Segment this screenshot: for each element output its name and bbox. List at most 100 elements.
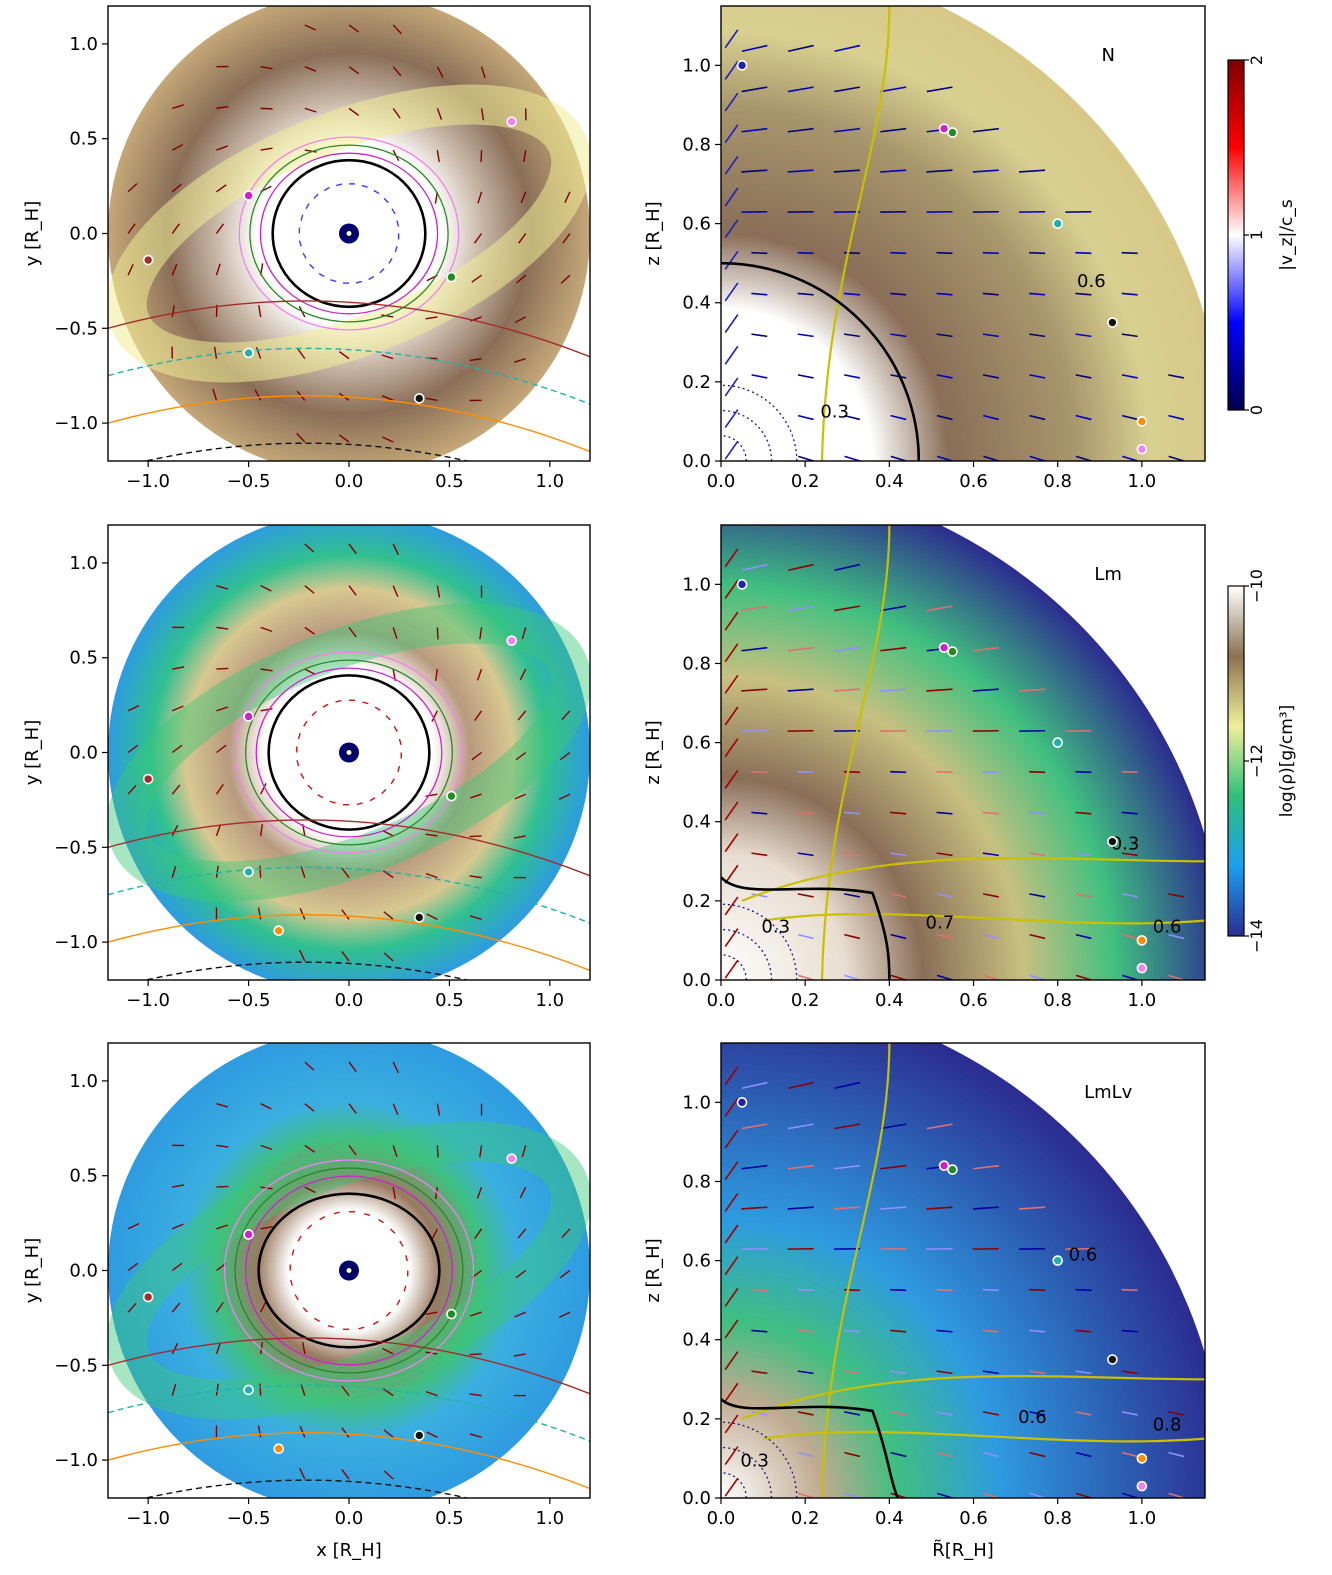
velocity-arrow [833, 127, 860, 133]
velocity-arrow [1029, 852, 1046, 857]
y-tick-label: 0.5 [69, 648, 98, 669]
velocity-arrow [127, 1262, 139, 1272]
velocity-arrow [215, 1301, 224, 1313]
polar-arrow [724, 643, 739, 663]
polar-arrow [724, 959, 739, 979]
velocity-arrow [797, 333, 814, 338]
velocity-arrow [348, 1144, 357, 1156]
velocity-arrow [972, 646, 999, 652]
velocity-arrow [1029, 1370, 1046, 1375]
velocity-arrow [844, 1411, 861, 1416]
orbit-streamline [143, 961, 470, 980]
velocity-arrow [787, 86, 814, 93]
velocity-arrow [787, 127, 814, 133]
colorbar-vz: 0 1 2 |v_z|/c_s [1227, 55, 1297, 415]
x-axis-label: x [R_H] [316, 1540, 381, 1561]
velocity-arrow [171, 1262, 183, 1272]
velocity-arrow [425, 1311, 438, 1316]
velocity-arrow [982, 251, 999, 255]
velocity-arrow [844, 974, 861, 980]
velocity-arrow [348, 543, 357, 554]
velocity-arrow [936, 1492, 953, 1498]
colorbar-gradient [1227, 585, 1245, 937]
y-tick-label: 0.2 [682, 1409, 711, 1430]
y-tick-label: −0.5 [54, 837, 98, 858]
velocity-arrow [255, 347, 262, 359]
polar-arrow [724, 187, 739, 207]
velocity-arrow [382, 870, 394, 879]
y-tick-label: 0.0 [682, 451, 711, 472]
tracer-marker [947, 646, 958, 657]
velocity-arrow [521, 1145, 527, 1158]
velocity-arrow [480, 66, 486, 79]
velocity-arrow [972, 1164, 999, 1170]
velocity-arrow [215, 783, 224, 795]
polar-arrow [724, 60, 739, 80]
tracer-marker [1136, 443, 1148, 455]
velocity-arrow [788, 1081, 814, 1090]
orbit-streamline [108, 347, 590, 405]
velocity-arrow [834, 1081, 861, 1090]
y-tick-label: 0.4 [682, 812, 711, 833]
mach-contour [741, 1375, 1205, 1420]
planet-center [345, 749, 353, 756]
inner-flow-arrow [355, 280, 363, 284]
velocity-arrow [172, 1184, 185, 1188]
velocity-arrow [348, 24, 360, 33]
velocity-arrow [751, 811, 768, 815]
tracer-marker [243, 1229, 254, 1240]
density-wedge [721, 6, 1205, 461]
velocity-arrow [798, 455, 814, 461]
hill-contour [267, 674, 431, 831]
velocity-arrow [751, 852, 768, 857]
velocity-arrow [392, 66, 402, 77]
tracer-marker [446, 790, 457, 802]
tracer-marker [1136, 1453, 1148, 1464]
panel-N-xy: −1.0 −1.0 −0.5 −0.5 0.0 0.0 0.5 0.5 1.0 1.0 y [R_H… [22, 5, 591, 492]
velocity-arrow [216, 1102, 229, 1108]
velocity-arrow [519, 668, 527, 681]
contour-label: 0.3 [761, 917, 790, 938]
x-tick-label: −1.0 [126, 471, 170, 492]
velocity-arrow [797, 1288, 814, 1292]
velocity-arrow [304, 668, 316, 676]
velocity-arrow [473, 233, 483, 244]
inner-flow-arrow [378, 1219, 384, 1224]
orbit-streamline [108, 300, 590, 358]
velocity-arrow [436, 66, 444, 78]
velocity-arrow [436, 108, 443, 120]
velocity-arrow [1075, 1451, 1092, 1458]
velocity-arrow [127, 784, 137, 795]
velocity-arrow [1168, 933, 1185, 940]
inner-flow-arrow [318, 272, 325, 278]
inner-flow-arrow [368, 275, 375, 281]
velocity-arrow [797, 251, 814, 255]
velocity-arrow [381, 436, 394, 443]
velocity-arrow [936, 333, 953, 338]
velocity-arrow [751, 1288, 768, 1292]
velocity-arrow [1075, 251, 1092, 255]
velocity-arrow [304, 1103, 315, 1112]
y-tick-label: 0.2 [682, 891, 711, 912]
velocity-arrow [936, 455, 953, 461]
velocity-arrow [787, 1206, 814, 1210]
velocity-arrow [215, 223, 225, 234]
velocity-arrow [257, 907, 262, 920]
polar-arrow [724, 440, 739, 460]
panel-Lm-rz: 0.30.60.70.3Lm0.00.00.20.20.40.40.60.60.… [643, 524, 1206, 1011]
velocity-arrow [127, 1223, 140, 1230]
velocity-arrow [1029, 292, 1046, 296]
velocity-arrow [426, 913, 438, 920]
velocity-arrow [299, 949, 306, 962]
contour-label: 0.6 [1153, 917, 1182, 938]
velocity-arrow [936, 770, 953, 774]
inner-flow-arrow [314, 1317, 320, 1322]
velocity-arrow [382, 1388, 394, 1397]
x-tick-label: 1.0 [1128, 990, 1157, 1011]
inner-flow-arrow [390, 1228, 396, 1234]
y-tick-label: 0.8 [682, 1171, 711, 1192]
velocity-arrow [215, 824, 222, 837]
velocity-arrow [341, 909, 350, 920]
velocity-arrow [1168, 893, 1185, 898]
